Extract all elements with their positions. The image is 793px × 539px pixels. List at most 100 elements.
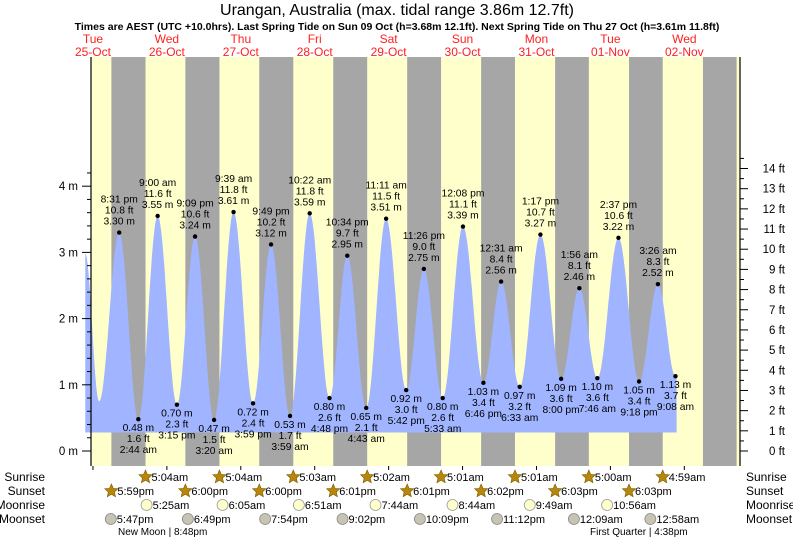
high-tide-point (460, 224, 466, 229)
moonrise-icon (446, 499, 459, 511)
low-tide-label: 3.6 ft (550, 394, 573, 405)
right-axis-tick-label: 4 ft (769, 365, 786, 377)
moonset-time: 12:58am (656, 514, 699, 526)
low-tide-point (287, 413, 293, 419)
moonset-time: 5:47pm (117, 514, 154, 526)
moonrise-icon (369, 499, 382, 511)
moonset-icon (491, 513, 503, 525)
sun-star-icon (655, 469, 671, 484)
low-tide-label: 5:33 am (424, 424, 461, 435)
low-tide-label: 3:59 pm (234, 429, 271, 440)
sun-star-icon (433, 469, 449, 484)
left-axis-tick-label: 0 m (59, 446, 78, 458)
high-tide-label: 10.8 ft (105, 206, 134, 217)
low-tide-point (327, 395, 332, 401)
low-tide-label: 2.3 ft (165, 420, 188, 431)
moonset-time: 7:54pm (271, 514, 308, 526)
moonrise-time: 10:56am (613, 500, 656, 512)
sun-star-icon (138, 469, 153, 484)
low-tide-point (517, 384, 522, 389)
high-tide-label: 11.1 ft (449, 200, 477, 211)
low-tide-label: 0.48 m (123, 423, 154, 434)
high-tide-point (538, 232, 543, 237)
sunset-time: 6:00pm (191, 486, 228, 498)
low-tide-label: 8:00 pm (543, 405, 580, 416)
low-tide-label: 2.6 ft (318, 413, 341, 424)
low-tide-label: 0.65 m (350, 412, 381, 423)
sun-star-icon (212, 469, 227, 484)
high-tide-label: 9:09 pm (176, 199, 213, 210)
left-axis-tick-label: 2 m (59, 314, 78, 326)
row-label-left: Sunrise (4, 470, 45, 484)
low-tide-label: 0.70 m (161, 409, 192, 420)
low-tide-label: 6:46 pm (465, 409, 502, 420)
moon-phase-new: New Moon | 8:48pm (118, 527, 207, 538)
right-axis-tick-label: 1 ft (769, 426, 786, 438)
low-tide-label: 4:43 am (348, 434, 385, 445)
high-tide-label: 2:37 pm (600, 200, 637, 211)
high-tide-label: 11.6 ft (144, 189, 172, 200)
sun-star-icon (285, 469, 301, 484)
right-axis-tick-label: 13 ft (763, 184, 786, 196)
high-tide-label: 3.24 m (179, 221, 210, 232)
moonrise-icon (523, 499, 536, 511)
moon-phase-first-quarter: First Quarter | 4:38pm (590, 527, 688, 538)
day-header-date: 28-Oct (297, 45, 334, 59)
sun-star-icon (399, 483, 415, 498)
low-tide-point (250, 401, 256, 406)
high-tide-point (421, 266, 427, 272)
sunset-time: 6:03pm (635, 486, 672, 498)
low-tide-label: 1.5 ft (203, 435, 226, 446)
moonrise-time: 9:49am (536, 500, 573, 512)
moonrise-time: 5:25am (153, 500, 190, 512)
right-axis-tick-label: 0 ft (769, 446, 786, 458)
low-tide-label: 9:18 pm (620, 407, 657, 418)
moonset-icon (259, 513, 272, 525)
low-tide-label: 5:42 pm (388, 416, 425, 427)
high-tide-label: 3:26 am (639, 246, 676, 257)
row-label-left: Sunset (8, 484, 46, 498)
low-tide-label: 0.80 m (427, 402, 458, 413)
high-tide-label: 3.22 m (603, 222, 634, 233)
left-axis-tick-label: 1 m (59, 380, 78, 392)
sunrise-time: 5:02am (373, 472, 410, 484)
row-label-right: Moonrise (746, 498, 793, 512)
axes: 0 m 1 m 2 m 3 m 4 m 0 ft 1 ft 2 ft 3 ft 4 ft 5 ft 6… (59, 57, 786, 470)
row-label-left: Moonset (0, 512, 46, 526)
right-axis-tick-label: 10 ft (763, 244, 786, 256)
sunrise-time: 5:03am (299, 472, 336, 484)
day-headers: Tue25-OctWed26-OctThu27-OctFri28-OctSat2… (75, 32, 704, 59)
low-tide-label: 3.7 ft (664, 391, 687, 402)
low-tide-label: 0.72 m (237, 407, 268, 418)
sun-star-icon (621, 483, 637, 498)
low-tide-label: 4:48 pm (311, 424, 348, 435)
night-band (702, 57, 737, 466)
low-tide-label: 1.6 ft (127, 434, 150, 445)
low-tide-label: 2.6 ft (431, 413, 454, 424)
sunset-time: 6:02pm (487, 486, 524, 498)
high-tide-label: 8.1 ft (568, 261, 591, 272)
high-tide-label: 9.0 ft (412, 242, 435, 253)
low-tide-point (174, 402, 180, 407)
moonrise-time: 6:51am (305, 500, 342, 512)
moonset-time: 6:49pm (194, 514, 231, 526)
low-tide-label: 1.10 m (582, 382, 613, 393)
high-tide-label: 10.6 ft (604, 211, 633, 222)
high-tide-label: 3.30 m (103, 217, 134, 228)
low-tide-label: 1.05 m (623, 385, 654, 396)
right-axis-tick-label: 5 ft (769, 345, 786, 357)
moonrise-time: 7:44am (381, 500, 418, 512)
right-axis-tick-label: 8 ft (769, 285, 786, 297)
row-label-left: Moonrise (0, 498, 45, 512)
high-tide-label: 2.52 m (642, 268, 673, 279)
high-tide-label: 8:31 pm (101, 195, 138, 206)
high-tide-label: 1:17 pm (522, 197, 559, 208)
low-tide-label: 6:33 am (501, 413, 538, 424)
high-tide-label: 3.27 m (525, 219, 556, 230)
sun-star-icon (325, 483, 341, 498)
day-header-date: 25-Oct (75, 45, 112, 59)
sunset-time: 6:00pm (265, 486, 302, 498)
day-header-date: 02-Nov (665, 45, 704, 59)
high-tide-label: 3.39 m (447, 211, 478, 222)
